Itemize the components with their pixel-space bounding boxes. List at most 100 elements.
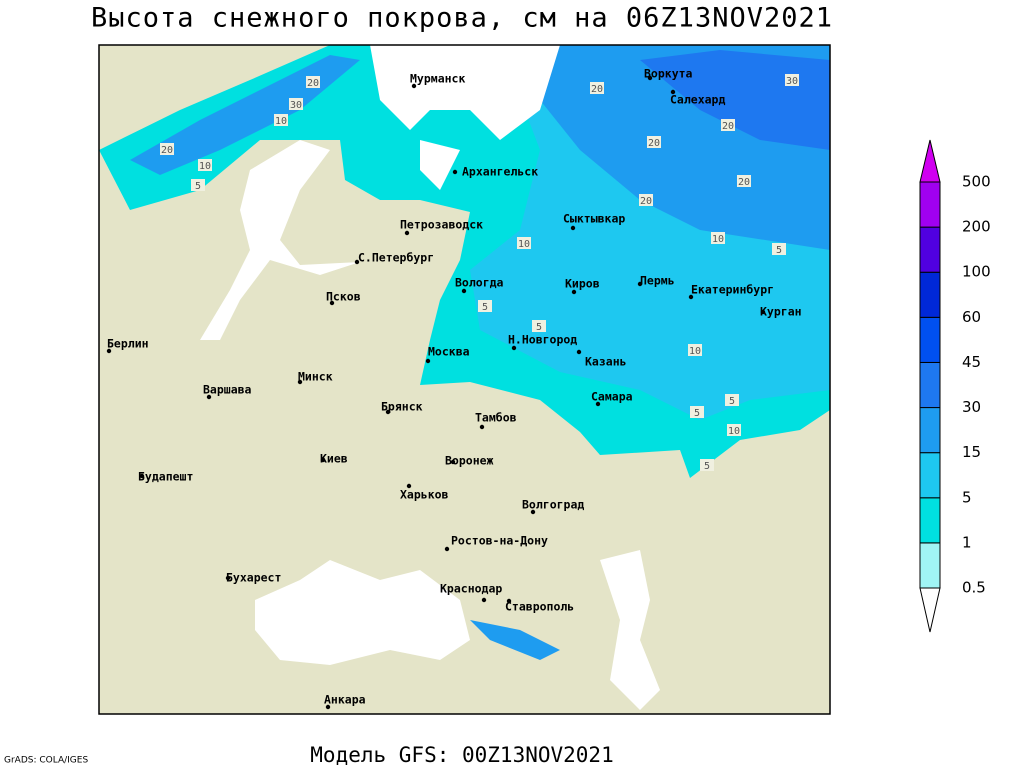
city-label: Екатеринбург xyxy=(691,283,774,297)
legend-label: 200 xyxy=(962,218,991,236)
city-dot xyxy=(452,169,458,175)
contour-label-bg xyxy=(690,406,704,418)
contour-label: 20 xyxy=(640,196,652,207)
legend-label: 0.5 xyxy=(962,579,986,597)
city-label: Брянск xyxy=(381,400,423,414)
city-label: Казань xyxy=(585,355,627,369)
contour-label-bg xyxy=(688,344,702,356)
city-dot xyxy=(444,546,450,552)
map-frame xyxy=(98,44,831,715)
city-label: Мурманск xyxy=(410,72,465,86)
city-dot xyxy=(139,473,145,479)
legend-label: 5 xyxy=(962,488,972,506)
city-label: Берлин xyxy=(107,337,149,351)
city-dot xyxy=(576,349,582,355)
city-dot xyxy=(688,294,694,300)
caspian-sea xyxy=(600,550,660,710)
contour-label-bg xyxy=(711,232,725,244)
city-dot xyxy=(297,379,303,385)
contour-label: 5 xyxy=(729,396,735,407)
city-label: Будапешт xyxy=(138,470,193,484)
snow-30 xyxy=(640,50,830,150)
legend-swatch xyxy=(919,181,941,228)
contour-label-bg xyxy=(198,159,212,171)
city-dot xyxy=(511,345,517,351)
contour-label: 10 xyxy=(275,116,287,127)
contour-label: 10 xyxy=(712,234,724,245)
city-dot xyxy=(637,281,643,287)
city-dot xyxy=(595,401,601,407)
city-dot xyxy=(571,289,577,295)
legend-swatch xyxy=(919,271,941,318)
city-dot xyxy=(647,75,653,81)
title: Высота снежного покрова, см на 06Z13NOV2… xyxy=(91,3,833,34)
city-label: Волгоград xyxy=(522,498,584,512)
city-label: С.Петербург xyxy=(358,251,434,265)
city-label: Ставрополь xyxy=(505,600,574,614)
city-dot xyxy=(406,483,412,489)
contour-label-bg xyxy=(517,237,531,249)
city-dot xyxy=(461,288,467,294)
legend-swatch xyxy=(919,316,941,363)
city-dot xyxy=(425,358,431,364)
contour-label-bg xyxy=(737,175,751,187)
snow-caucasus xyxy=(470,620,560,660)
contour-label-bg xyxy=(160,143,174,155)
legend-low xyxy=(919,587,941,633)
city-label: Воронеж xyxy=(445,454,494,468)
snow-15-scand xyxy=(130,55,360,175)
legend-swatch xyxy=(919,452,941,499)
contour-label-bg xyxy=(647,136,661,148)
city-dot xyxy=(320,457,326,463)
legend-swatch xyxy=(919,226,941,273)
map xyxy=(98,44,831,715)
city-label: Киев xyxy=(320,452,348,466)
contour-label: 20 xyxy=(648,138,660,149)
contour-label: 20 xyxy=(307,78,319,89)
contour-label-bg xyxy=(721,119,735,131)
contour-label-bg xyxy=(590,82,604,94)
city-dot xyxy=(506,598,512,604)
contour-label: 20 xyxy=(738,177,750,188)
legend-swatch xyxy=(919,407,941,454)
contour-label-bg xyxy=(478,300,492,312)
city-dot xyxy=(450,459,456,465)
city-label: Петрозаводск xyxy=(400,218,483,232)
city-label: Н.Новгород xyxy=(508,333,577,347)
contour-label-bg xyxy=(772,243,786,255)
contour-label-bg xyxy=(274,114,288,126)
contour-label-bg xyxy=(532,320,546,332)
contour-label: 30 xyxy=(786,76,798,87)
contour-label-bg xyxy=(639,194,653,206)
city-label: Сыктывкар xyxy=(563,212,625,226)
city-dot xyxy=(404,230,410,236)
city-label: Харьков xyxy=(400,488,449,502)
city-dot xyxy=(570,225,576,231)
city-dot xyxy=(479,424,485,430)
legend-label: 15 xyxy=(962,443,981,461)
black-sea xyxy=(255,560,470,665)
city-label: Тамбов xyxy=(475,411,517,425)
city-label: Краснодар xyxy=(440,582,502,596)
city-label: Воркута xyxy=(644,67,693,81)
contour-label: 5 xyxy=(195,181,201,192)
legend-swatch xyxy=(919,497,941,544)
contour-label: 30 xyxy=(290,100,302,111)
city-dot xyxy=(385,409,391,415)
city-label: Ростов-на-Дону xyxy=(451,534,548,548)
city-dot xyxy=(206,394,212,400)
city-dot xyxy=(325,704,331,710)
credit: GrADS: COLA/IGES xyxy=(4,756,88,766)
footer: Модель GFS: 00Z13NOV2021 xyxy=(310,743,613,767)
city-label: Анкара xyxy=(324,693,366,707)
legend-label: 45 xyxy=(962,353,981,371)
contour-label: 10 xyxy=(518,239,530,250)
city-dot xyxy=(329,300,335,306)
city-dot xyxy=(760,309,766,315)
contour-label: 10 xyxy=(728,426,740,437)
barents-sea xyxy=(370,45,560,140)
city-label: Самара xyxy=(591,390,633,404)
city-dot xyxy=(530,509,536,515)
legend-swatch xyxy=(919,361,941,409)
